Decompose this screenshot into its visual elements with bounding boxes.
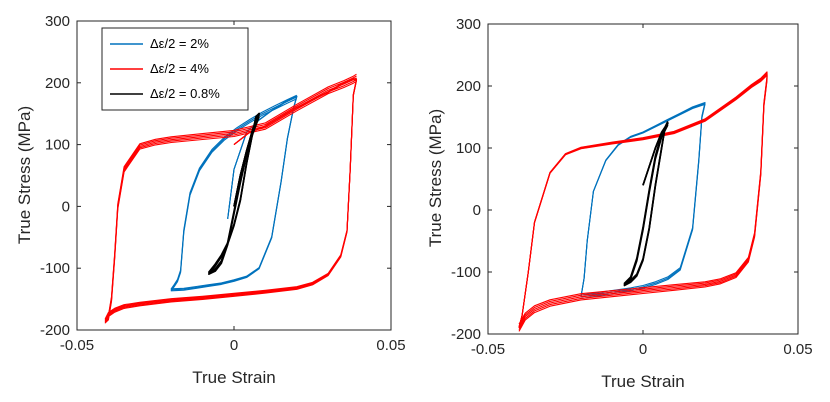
legend-label-0p8pct: Δε/2 = 0.8% bbox=[150, 86, 220, 101]
right-series-line-3-cycle bbox=[623, 122, 669, 287]
right-y-tick-label: 300 bbox=[456, 16, 481, 33]
right-x-axis-label: True Strain bbox=[601, 372, 684, 391]
left-series-group bbox=[104, 73, 358, 324]
left-series-line-2-cycle bbox=[104, 79, 358, 324]
left-y-axis-label: True Stress (MPa) bbox=[15, 106, 34, 244]
left-x-tick-label: 0.05 bbox=[376, 337, 405, 354]
left-y-tick-label: -200 bbox=[40, 322, 70, 339]
right-series-group bbox=[518, 71, 768, 332]
left-y-tick-label: 100 bbox=[45, 137, 70, 154]
left-series-line-3-cycle bbox=[208, 113, 260, 276]
left-y-ticks: -200 -100 0 100 200 300 bbox=[40, 13, 391, 339]
right-y-tick-label: 0 bbox=[473, 202, 481, 219]
left-x-tick-label: 0 bbox=[230, 337, 238, 354]
right-plot-area bbox=[487, 23, 799, 335]
legend: Δε/2 = 2% Δε/2 = 4% Δε/2 = 0.8% bbox=[101, 27, 249, 111]
legend-label-4pct: Δε/2 = 4% bbox=[150, 61, 209, 76]
left-x-ticks: -0.05 0 0.05 bbox=[60, 21, 406, 354]
legend-label-2pct: Δε/2 = 2% bbox=[150, 36, 209, 51]
left-series-line-2-cycle bbox=[104, 73, 358, 320]
right-x-ticks: -0.05 0 0.05 bbox=[471, 24, 813, 358]
right-x-tick-label: 0 bbox=[639, 341, 647, 358]
right-y-tick-label: 100 bbox=[456, 140, 481, 157]
left-y-tick-label: 300 bbox=[45, 13, 70, 30]
left-chart-panel: -200 -100 0 100 200 300 -0.05 0 0.05 True Strai… bbox=[15, 13, 406, 387]
left-y-tick-label: 200 bbox=[45, 75, 70, 92]
left-y-tick-label: -100 bbox=[40, 260, 70, 277]
right-y-tick-label: 200 bbox=[456, 78, 481, 95]
right-series-line-2-cycle bbox=[518, 74, 768, 332]
left-y-tick-label: 0 bbox=[62, 198, 70, 215]
left-x-axis-label: True Strain bbox=[192, 368, 275, 387]
right-y-ticks: -200 -100 0 100 200 300 bbox=[451, 16, 798, 343]
right-x-tick-label: 0.05 bbox=[783, 341, 812, 358]
right-y-axis-label: True Stress (MPa) bbox=[426, 109, 445, 247]
right-y-tick-label: -100 bbox=[451, 264, 481, 281]
right-chart-panel: -200 -100 0 100 200 300 -0.05 0 0.05 True Strai… bbox=[426, 16, 813, 391]
right-y-tick-label: -200 bbox=[451, 326, 481, 343]
right-x-tick-label: -0.05 bbox=[471, 341, 505, 358]
left-x-tick-label: -0.05 bbox=[60, 337, 94, 354]
